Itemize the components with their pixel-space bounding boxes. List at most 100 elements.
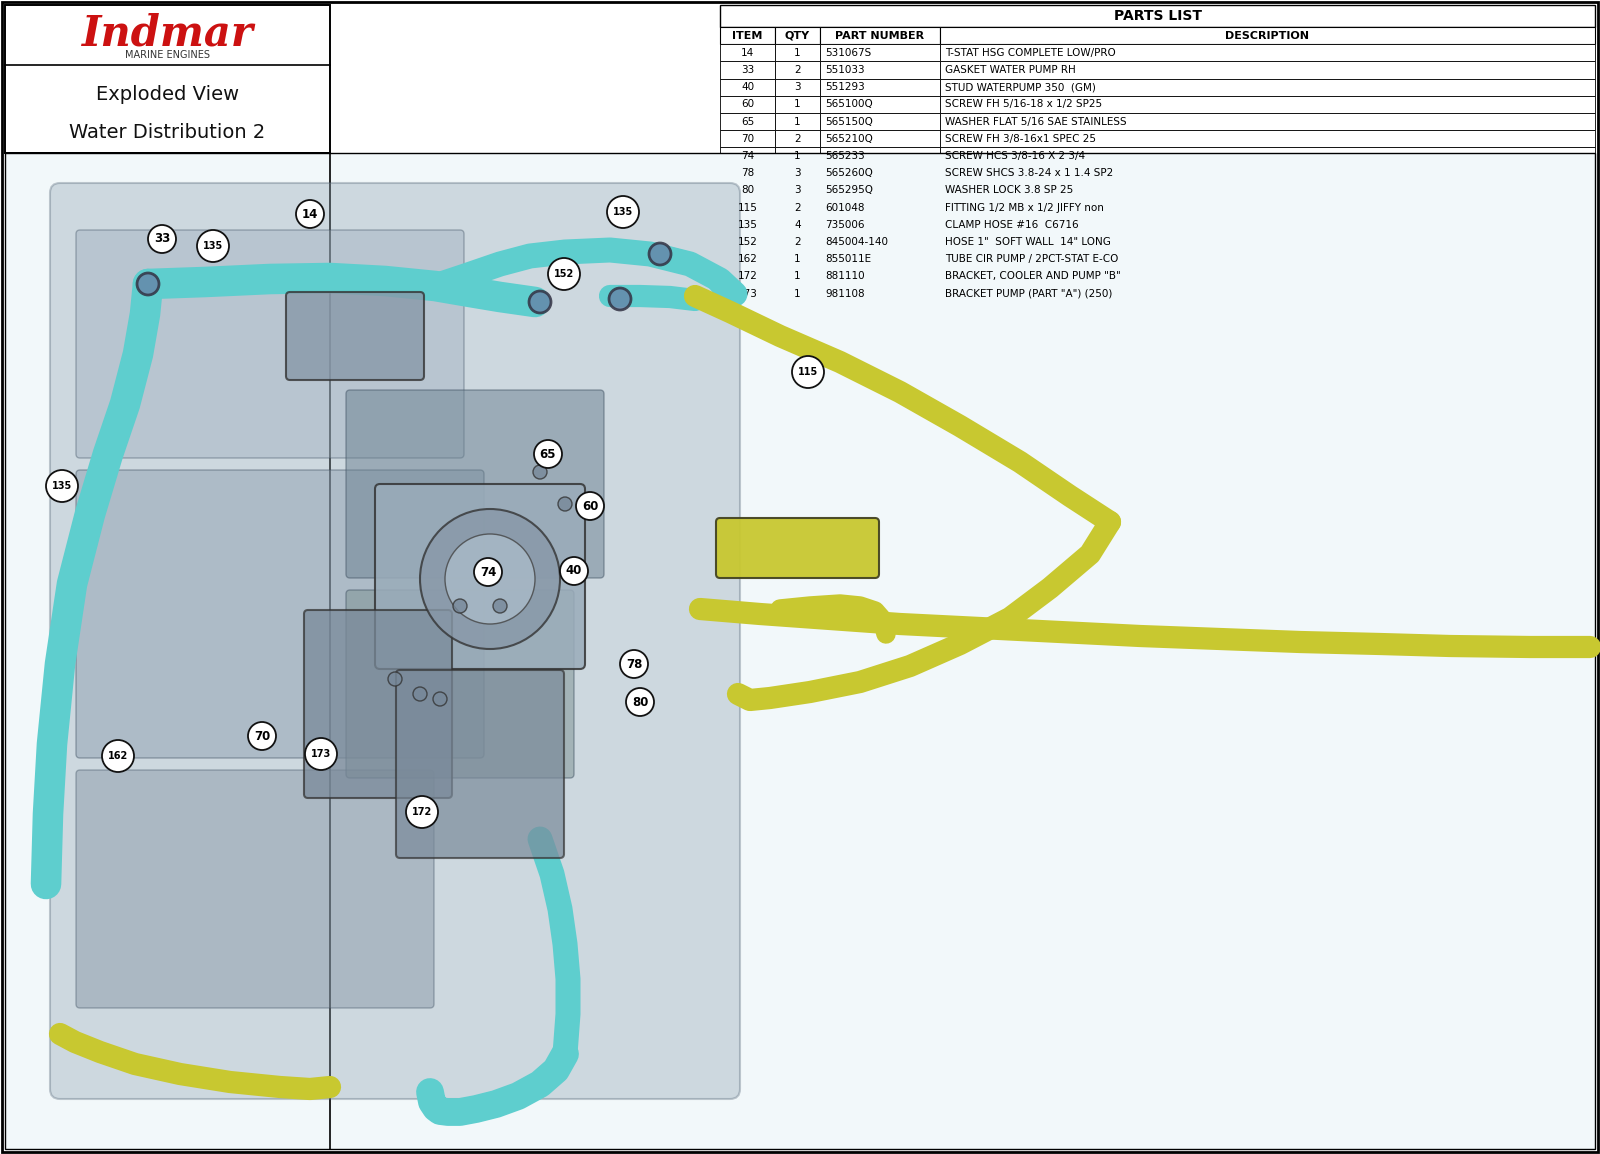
FancyBboxPatch shape: [941, 148, 1595, 165]
FancyBboxPatch shape: [717, 518, 878, 578]
Text: 162: 162: [107, 751, 128, 760]
FancyBboxPatch shape: [720, 78, 774, 96]
Text: 565233: 565233: [826, 151, 864, 162]
FancyBboxPatch shape: [5, 153, 1595, 1149]
Text: 14: 14: [302, 208, 318, 220]
Text: Exploded View: Exploded View: [96, 85, 238, 105]
FancyBboxPatch shape: [819, 250, 941, 268]
Text: Indmar: Indmar: [82, 12, 253, 54]
Text: 1: 1: [794, 99, 802, 110]
Text: 735006: 735006: [826, 219, 864, 230]
Text: WASHER LOCK 3.8 SP 25: WASHER LOCK 3.8 SP 25: [946, 186, 1074, 195]
Text: 135: 135: [738, 219, 757, 230]
FancyBboxPatch shape: [774, 268, 819, 285]
Text: 845004-140: 845004-140: [826, 237, 888, 247]
Text: 74: 74: [741, 151, 754, 162]
FancyBboxPatch shape: [774, 165, 819, 182]
FancyBboxPatch shape: [774, 113, 819, 130]
FancyBboxPatch shape: [941, 198, 1595, 216]
FancyBboxPatch shape: [941, 96, 1595, 113]
FancyBboxPatch shape: [941, 165, 1595, 182]
FancyBboxPatch shape: [304, 610, 453, 799]
FancyBboxPatch shape: [941, 113, 1595, 130]
Text: SCREW FH 5/16-18 x 1/2 SP25: SCREW FH 5/16-18 x 1/2 SP25: [946, 99, 1102, 110]
FancyBboxPatch shape: [941, 268, 1595, 285]
Text: 565100Q: 565100Q: [826, 99, 872, 110]
Circle shape: [493, 599, 507, 613]
FancyBboxPatch shape: [819, 233, 941, 250]
FancyBboxPatch shape: [941, 61, 1595, 78]
FancyBboxPatch shape: [819, 216, 941, 233]
FancyBboxPatch shape: [720, 96, 774, 113]
Circle shape: [197, 230, 229, 262]
FancyBboxPatch shape: [374, 484, 586, 669]
Text: 1: 1: [794, 117, 802, 127]
FancyBboxPatch shape: [774, 27, 819, 44]
Circle shape: [533, 465, 547, 479]
Text: 70: 70: [741, 134, 754, 144]
Text: 162: 162: [738, 254, 757, 264]
FancyBboxPatch shape: [941, 44, 1595, 61]
FancyBboxPatch shape: [819, 268, 941, 285]
FancyBboxPatch shape: [941, 285, 1595, 302]
Text: 531067S: 531067S: [826, 47, 872, 58]
Text: 981108: 981108: [826, 288, 864, 299]
Circle shape: [147, 225, 176, 253]
FancyBboxPatch shape: [819, 44, 941, 61]
Text: PARTS LIST: PARTS LIST: [1114, 9, 1202, 23]
FancyBboxPatch shape: [720, 5, 1595, 27]
FancyBboxPatch shape: [774, 78, 819, 96]
Circle shape: [306, 739, 338, 770]
Text: 2: 2: [794, 203, 802, 212]
Text: 855011E: 855011E: [826, 254, 870, 264]
Text: SCREW FH 3/8-16x1 SPEC 25: SCREW FH 3/8-16x1 SPEC 25: [946, 134, 1096, 144]
Text: 1: 1: [794, 288, 802, 299]
FancyBboxPatch shape: [720, 165, 774, 182]
Text: TUBE CIR PUMP / 2PCT-STAT E-CO: TUBE CIR PUMP / 2PCT-STAT E-CO: [946, 254, 1118, 264]
FancyBboxPatch shape: [720, 44, 774, 61]
Text: HOSE 1"  SOFT WALL  14" LONG: HOSE 1" SOFT WALL 14" LONG: [946, 237, 1110, 247]
FancyBboxPatch shape: [941, 78, 1595, 96]
Text: BRACKET PUMP (PART "A") (250): BRACKET PUMP (PART "A") (250): [946, 288, 1112, 299]
Circle shape: [102, 740, 134, 772]
Text: 3: 3: [794, 186, 802, 195]
Text: 135: 135: [613, 207, 634, 217]
Circle shape: [387, 672, 402, 685]
Circle shape: [576, 492, 605, 520]
Text: 551293: 551293: [826, 82, 864, 92]
Text: 601048: 601048: [826, 203, 864, 212]
FancyBboxPatch shape: [720, 130, 774, 148]
FancyBboxPatch shape: [819, 165, 941, 182]
Text: 1: 1: [794, 254, 802, 264]
FancyBboxPatch shape: [819, 130, 941, 148]
Text: 172: 172: [738, 271, 757, 282]
FancyBboxPatch shape: [941, 130, 1595, 148]
FancyBboxPatch shape: [774, 61, 819, 78]
Text: 80: 80: [632, 696, 648, 709]
Circle shape: [547, 258, 579, 290]
Circle shape: [138, 273, 158, 295]
Text: 115: 115: [798, 367, 818, 377]
FancyBboxPatch shape: [720, 61, 774, 78]
FancyBboxPatch shape: [774, 216, 819, 233]
FancyBboxPatch shape: [819, 96, 941, 113]
Text: 115: 115: [738, 203, 757, 212]
FancyBboxPatch shape: [286, 292, 424, 380]
Text: 40: 40: [566, 564, 582, 577]
Text: 565295Q: 565295Q: [826, 186, 874, 195]
FancyBboxPatch shape: [774, 285, 819, 302]
Text: 60: 60: [582, 500, 598, 512]
Text: BRACKET, COOLER AND PUMP "B": BRACKET, COOLER AND PUMP "B": [946, 271, 1120, 282]
Circle shape: [296, 200, 323, 228]
FancyBboxPatch shape: [774, 148, 819, 165]
Text: 65: 65: [741, 117, 754, 127]
Text: 40: 40: [741, 82, 754, 92]
FancyBboxPatch shape: [774, 96, 819, 113]
Text: WASHER FLAT 5/16 SAE STAINLESS: WASHER FLAT 5/16 SAE STAINLESS: [946, 117, 1126, 127]
FancyBboxPatch shape: [819, 198, 941, 216]
Circle shape: [413, 687, 427, 700]
Text: 551033: 551033: [826, 65, 864, 75]
Text: 60: 60: [741, 99, 754, 110]
Text: FITTING 1/2 MB x 1/2 JIFFY non: FITTING 1/2 MB x 1/2 JIFFY non: [946, 203, 1104, 212]
Text: 33: 33: [154, 232, 170, 246]
